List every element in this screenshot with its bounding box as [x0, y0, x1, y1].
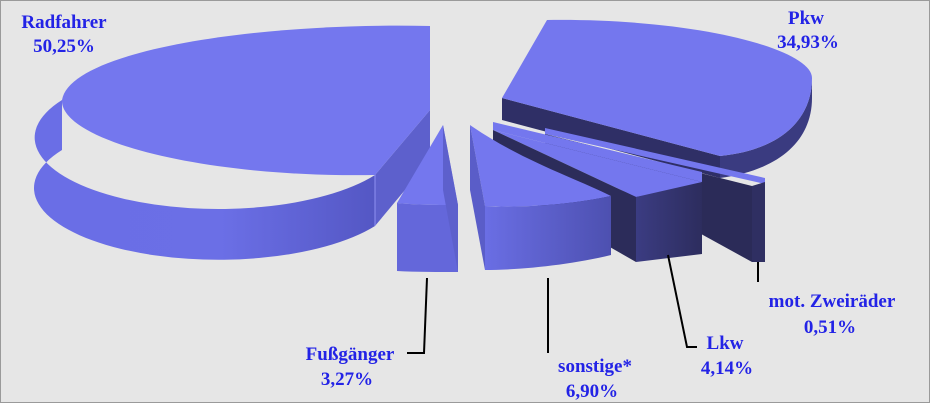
label-sonstige-name: sonstige* — [558, 356, 632, 377]
leader-lines — [407, 254, 759, 354]
data-labels: Radfahrer 50,25% Pkw 34,93% mot. Zweiräd… — [21, 8, 895, 402]
label-lkw-name: Lkw — [707, 333, 744, 354]
slice-fussgaenger-side — [397, 203, 458, 272]
slice-sonstige-top — [470, 125, 611, 207]
label-pkw-name: Pkw — [788, 8, 824, 29]
leader-line-lkw — [667, 254, 697, 348]
slice-mot-side — [752, 182, 765, 262]
label-mot-value: 0,51% — [804, 317, 856, 338]
slice-radfahrer-side — [33, 100, 375, 260]
slice-sonstige — [470, 125, 611, 270]
label-sonstige-value: 6,90% — [566, 381, 618, 402]
slice-lkw-top — [493, 130, 702, 197]
label-pkw-value: 34,93% — [777, 32, 839, 53]
slice-radfahrer-cut-face — [375, 110, 430, 226]
slice-fussgaenger-top — [397, 125, 458, 205]
slice-lkw-side — [636, 182, 702, 262]
label-lkw-value: 4,14% — [701, 358, 753, 379]
slice-fussgaenger — [397, 125, 458, 272]
label-mot-name: mot. Zweiräder — [769, 291, 896, 312]
leader-line-fussgaenger — [407, 277, 428, 354]
slice-pkw-side — [720, 78, 812, 178]
label-fussgaenger-name: Fußgänger — [306, 344, 395, 365]
label-radfahrer-name: Radfahrer — [21, 12, 107, 33]
slice-radfahrer-top — [61, 25, 431, 176]
slice-radfahrer — [33, 25, 431, 260]
slice-pkw-top — [502, 19, 812, 157]
label-radfahrer-value: 50,25% — [33, 36, 95, 57]
slice-sonstige-side — [485, 196, 611, 270]
label-fussgaenger-value: 3,27% — [321, 369, 373, 390]
